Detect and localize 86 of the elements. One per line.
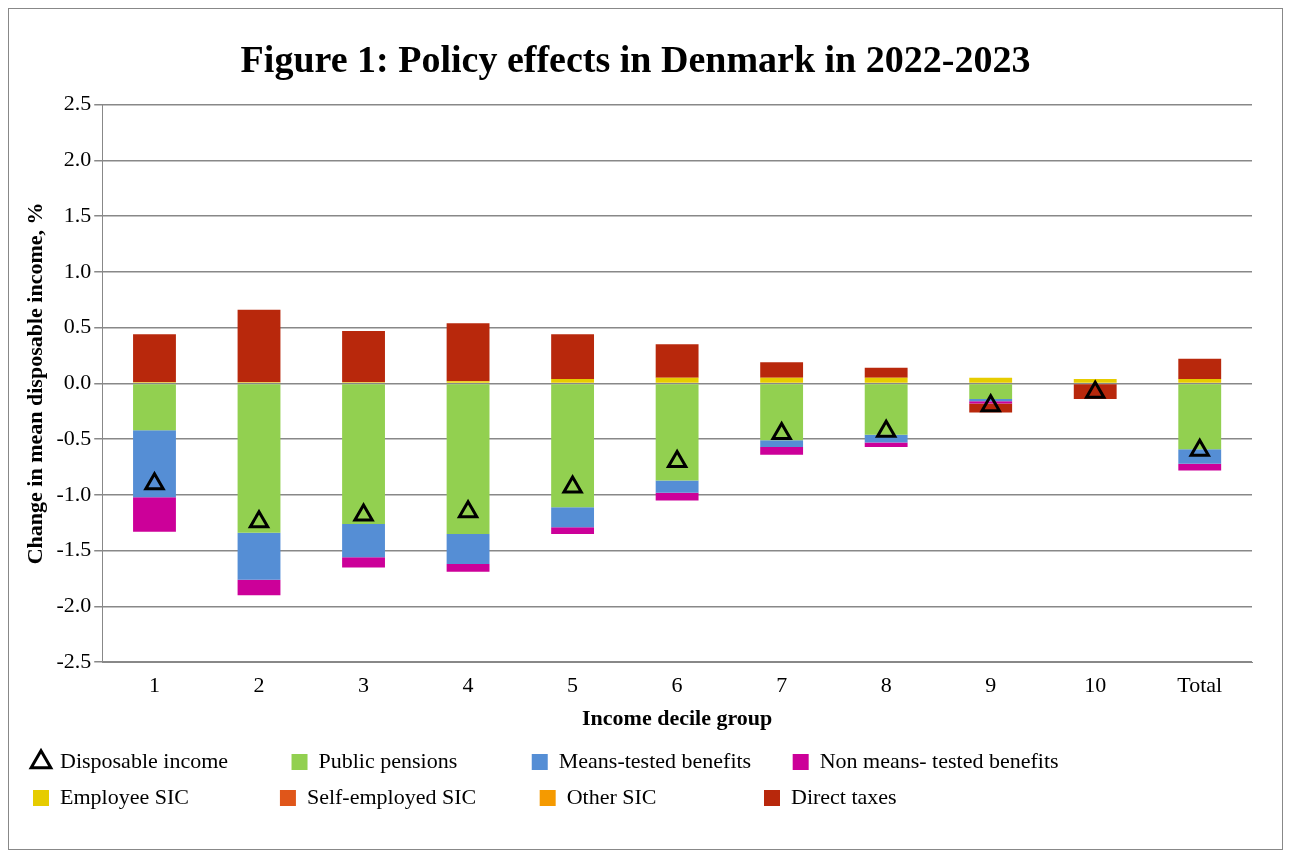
bar xyxy=(237,384,281,533)
bar xyxy=(969,384,1013,400)
point xyxy=(144,472,165,491)
x-tick-label: 6 xyxy=(671,672,683,698)
bar xyxy=(1073,378,1117,383)
bar xyxy=(760,384,804,441)
bar xyxy=(133,334,176,383)
bar xyxy=(446,323,490,382)
bar xyxy=(760,440,804,447)
bar xyxy=(237,309,281,383)
y-axis-title: Change in mean disposable income, % xyxy=(21,202,47,565)
bar xyxy=(342,523,385,558)
bar xyxy=(342,330,385,383)
bar xyxy=(655,480,699,493)
bar xyxy=(342,557,385,568)
bar xyxy=(864,367,908,378)
legend-label: Direct taxes xyxy=(791,783,974,809)
legend-label: Self-employed SIC xyxy=(306,783,526,809)
x-tick-label: 4 xyxy=(462,672,474,698)
legend-label: Employee SIC xyxy=(60,783,266,809)
y-tick-label: 0.0 xyxy=(63,369,92,395)
bar xyxy=(864,384,908,435)
bar xyxy=(133,430,176,498)
bar xyxy=(133,384,176,431)
bar xyxy=(551,378,595,383)
point xyxy=(353,503,374,522)
y-tick-label: 1.5 xyxy=(63,201,92,227)
y-tick-label: 2.5 xyxy=(63,90,92,116)
bar xyxy=(1178,384,1222,450)
point xyxy=(248,510,270,529)
bar xyxy=(760,362,804,378)
chart-title: Figure 1: Policy effects in Denmark in 2022-2023 xyxy=(240,37,1031,80)
x-tick-label: Total xyxy=(1177,672,1223,698)
x-tick-label: 9 xyxy=(985,672,997,698)
y-tick-label: 2.0 xyxy=(63,146,92,172)
y-tick-label: -2.0 xyxy=(56,592,92,618)
point xyxy=(876,419,897,438)
bar xyxy=(551,527,595,534)
bar xyxy=(551,507,595,528)
x-tick-label: 3 xyxy=(358,672,370,698)
bar xyxy=(864,377,908,383)
y-tick-label: 1.0 xyxy=(63,257,92,283)
bar xyxy=(655,344,699,378)
bar xyxy=(1178,463,1222,471)
bar xyxy=(969,377,1013,383)
bar xyxy=(237,532,281,580)
x-tick-label: 5 xyxy=(567,672,579,698)
point xyxy=(980,394,1001,413)
bar xyxy=(760,377,804,383)
bar xyxy=(864,442,908,447)
bar xyxy=(342,384,385,524)
x-axis-title: Income decile group xyxy=(581,705,773,731)
bar xyxy=(655,384,699,481)
legend-label: Means-tested benefits xyxy=(558,747,779,773)
legend-label: Other SIC xyxy=(566,783,751,809)
bar xyxy=(551,384,595,508)
x-tick-label: 10 xyxy=(1084,672,1107,698)
bar xyxy=(1178,378,1222,383)
bar xyxy=(1178,358,1222,379)
x-tick-label: 2 xyxy=(253,672,265,698)
point xyxy=(1189,438,1210,457)
x-tick-label: 1 xyxy=(148,672,160,698)
point xyxy=(562,475,583,494)
legend-label: Non means- tested benefits xyxy=(819,747,1059,773)
point xyxy=(771,422,792,441)
point xyxy=(1085,380,1106,399)
bar xyxy=(446,384,490,534)
bar xyxy=(760,446,804,455)
y-tick-label: -1.5 xyxy=(56,536,92,562)
bar xyxy=(655,492,699,501)
bar xyxy=(446,564,490,572)
x-tick-label: 7 xyxy=(776,672,788,698)
legend-label: Disposable income xyxy=(60,747,278,773)
y-tick-label: -2.5 xyxy=(56,647,92,673)
bar xyxy=(446,533,490,565)
point xyxy=(666,449,688,468)
bar xyxy=(133,497,176,532)
x-tick-label: 8 xyxy=(880,672,892,698)
bar xyxy=(551,334,595,379)
y-tick-label: -1.0 xyxy=(56,480,92,506)
legend-label: Public pensions xyxy=(318,747,518,773)
bar xyxy=(655,377,699,383)
bar xyxy=(237,579,281,596)
point xyxy=(457,500,479,519)
y-tick-label: 0.5 xyxy=(63,313,92,339)
y-tick-label: -0.5 xyxy=(56,424,92,450)
